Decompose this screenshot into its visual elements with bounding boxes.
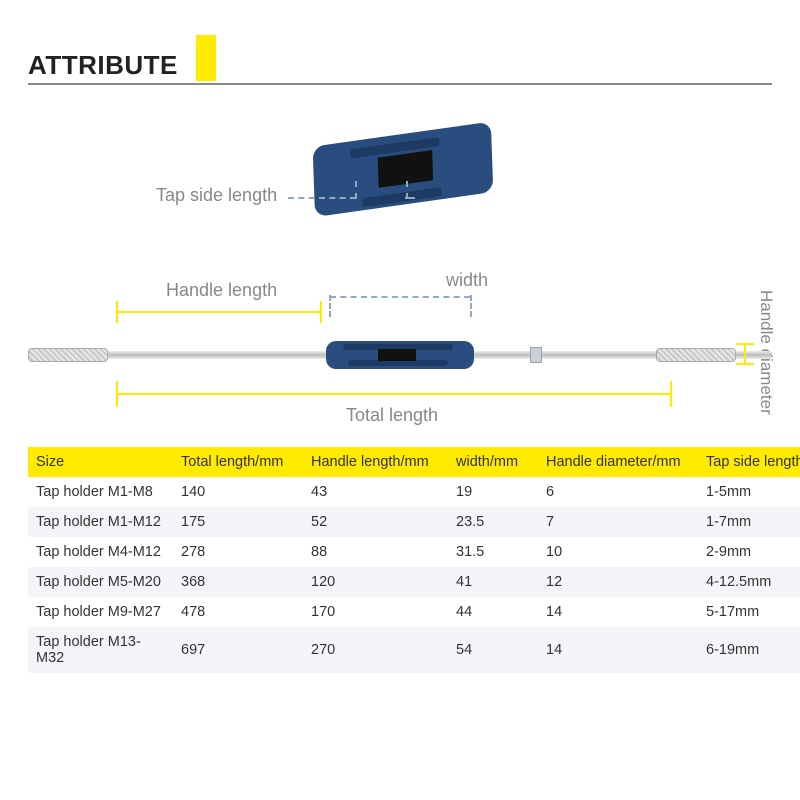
cell: 88 — [303, 537, 448, 567]
table-row: Tap holder M1-M12 175 52 23.5 7 1-7mm — [28, 507, 800, 537]
cell: 697 — [173, 627, 303, 673]
cell: 52 — [303, 507, 448, 537]
cell: Tap holder M1-M12 — [28, 507, 173, 537]
table-row: Tap holder M4-M12 278 88 31.5 10 2-9mm — [28, 537, 800, 567]
cell: 12 — [538, 567, 698, 597]
cell: 54 — [448, 627, 538, 673]
cell: 6 — [538, 477, 698, 507]
table-row: Tap holder M9-M27 478 170 44 14 5-17mm — [28, 597, 800, 627]
col-handle-diameter: Handle diameter/mm — [538, 447, 698, 477]
table-header: Size Total length/mm Handle length/mm wi… — [28, 447, 800, 477]
col-tap-side-length: Tap side length/mm — [698, 447, 800, 477]
cell: 368 — [173, 567, 303, 597]
cell: 6-19mm — [698, 627, 800, 673]
col-handle-length: Handle length/mm — [303, 447, 448, 477]
cell: 278 — [173, 537, 303, 567]
label-width: width — [446, 270, 488, 291]
col-width: width/mm — [448, 447, 538, 477]
cell: 170 — [303, 597, 448, 627]
label-total-length: Total length — [346, 405, 438, 426]
cell: 43 — [303, 477, 448, 507]
cell: 120 — [303, 567, 448, 597]
page-title: ATTRIBUTE — [28, 35, 196, 81]
cell: 1-5mm — [698, 477, 800, 507]
cell: 175 — [173, 507, 303, 537]
cell: 31.5 — [448, 537, 538, 567]
cell: 4-12.5mm — [698, 567, 800, 597]
cell: Tap holder M5-M20 — [28, 567, 173, 597]
cell: 10 — [538, 537, 698, 567]
label-handle-length: Handle length — [166, 280, 277, 301]
cell: Tap holder M4-M12 — [28, 537, 173, 567]
cell: 14 — [538, 597, 698, 627]
table-row: Tap holder M5-M20 368 120 41 12 4-12.5mm — [28, 567, 800, 597]
tool-horizontal — [28, 335, 772, 375]
cell: 44 — [448, 597, 538, 627]
cell: 41 — [448, 567, 538, 597]
table-row: Tap holder M13-M32 697 270 54 14 6-19mm — [28, 627, 800, 673]
cell: 140 — [173, 477, 303, 507]
cell: 1-7mm — [698, 507, 800, 537]
cell: 23.5 — [448, 507, 538, 537]
cell: 2-9mm — [698, 537, 800, 567]
cell: 14 — [538, 627, 698, 673]
cell: Tap holder M9-M27 — [28, 597, 173, 627]
label-tap-side-length: Tap side length — [156, 185, 277, 206]
cell: 19 — [448, 477, 538, 507]
diagram-area: Tap side length Handle length width Hand… — [28, 85, 772, 445]
col-size: Size — [28, 447, 173, 477]
spec-table: Size Total length/mm Handle length/mm wi… — [28, 447, 800, 673]
tool-closeup — [275, 90, 521, 251]
col-total-length: Total length/mm — [173, 447, 303, 477]
section-header: ATTRIBUTE — [28, 35, 772, 85]
cell: 270 — [303, 627, 448, 673]
header-accent-block — [196, 35, 216, 81]
cell: Tap holder M13-M32 — [28, 627, 173, 673]
cell: Tap holder M1-M8 — [28, 477, 173, 507]
cell: 5-17mm — [698, 597, 800, 627]
cell: 478 — [173, 597, 303, 627]
cell: 7 — [538, 507, 698, 537]
table-row: Tap holder M1-M8 140 43 19 6 1-5mm — [28, 477, 800, 507]
